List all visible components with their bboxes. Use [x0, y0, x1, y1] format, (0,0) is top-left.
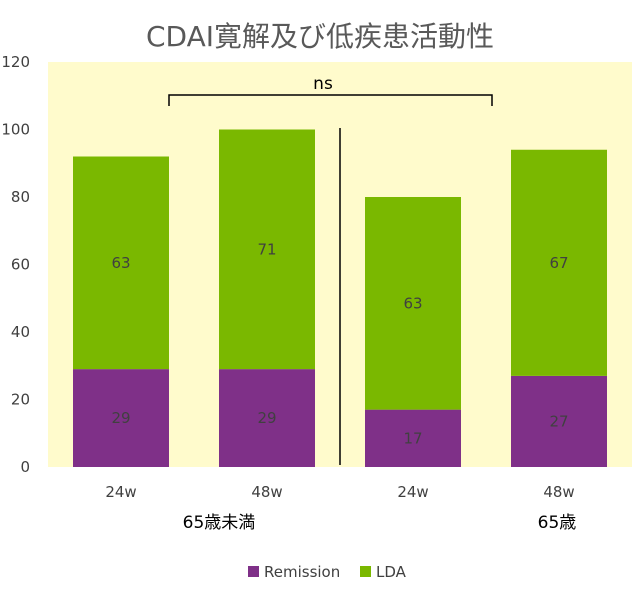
y-tick-label: 20: [11, 391, 30, 409]
significance-bracket: [168, 94, 493, 106]
chart-title: CDAI寛解及び低疾患活動性: [146, 20, 494, 53]
bar-remission: [365, 409, 461, 467]
legend-swatch: [360, 566, 371, 577]
legend-label: LDA: [376, 563, 407, 581]
bar-remission: [511, 375, 607, 467]
bar-lda: [73, 156, 169, 370]
data-label: 27: [549, 412, 568, 430]
significance-label: ns: [313, 74, 333, 94]
bar-remission: [73, 369, 169, 467]
legend: Remission LDA: [248, 563, 407, 581]
bar-remission: [219, 369, 315, 467]
x-tick-label: 24w: [397, 483, 428, 501]
data-label: 71: [257, 240, 276, 258]
bars: [73, 129, 607, 467]
y-tick-label: 120: [1, 53, 30, 71]
legend-label: Remission: [264, 563, 340, 581]
bar-lda: [365, 197, 461, 410]
data-label: 63: [403, 294, 422, 312]
y-tick-label: 60: [11, 256, 30, 274]
x-tick-label: 48w: [543, 483, 574, 501]
y-tick-label: 80: [11, 188, 30, 206]
data-label: 29: [257, 409, 276, 427]
data-labels: 29 63 29 71 17 63 27 67: [111, 240, 568, 447]
x-axis: 24w 48w 24w 48w: [105, 483, 574, 501]
x-tick-label: 24w: [105, 483, 136, 501]
data-label: 63: [111, 254, 130, 272]
data-label: 17: [403, 429, 422, 447]
group-label: 65歳: [538, 513, 577, 533]
group-label: 65歳未満: [183, 513, 256, 533]
y-tick-label: 100: [1, 121, 30, 139]
y-axis: 0 20 40 60 80 100 120: [1, 53, 30, 476]
y-tick-label: 0: [20, 458, 30, 476]
legend-swatch: [248, 566, 259, 577]
data-label: 67: [549, 254, 568, 272]
bar-lda: [511, 149, 607, 376]
x-tick-label: 48w: [251, 483, 282, 501]
group-labels: 65歳未満 65歳: [183, 513, 577, 533]
bar-lda: [219, 129, 315, 370]
y-tick-label: 40: [11, 323, 30, 341]
data-label: 29: [111, 409, 130, 427]
